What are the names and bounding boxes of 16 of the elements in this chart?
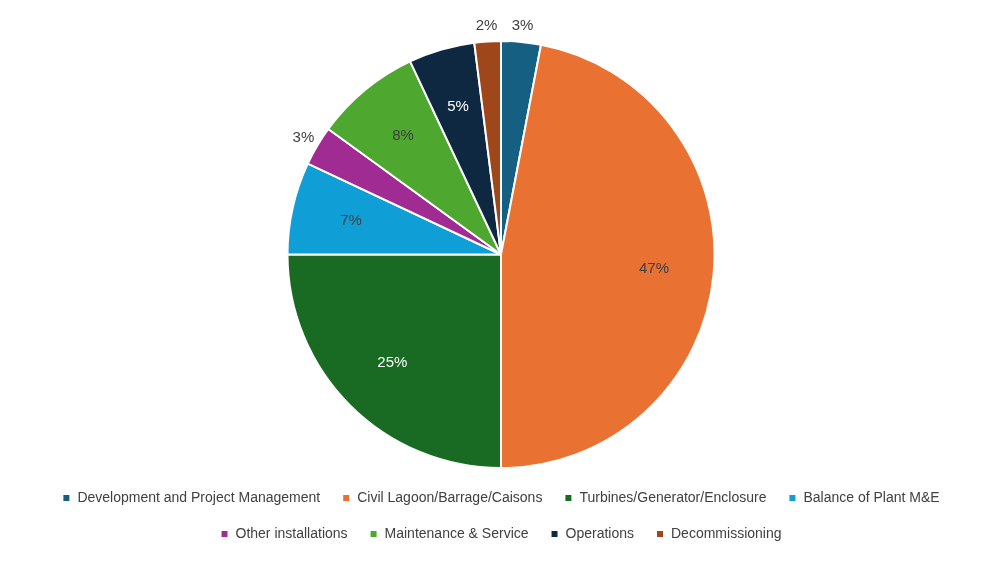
data-label: 3% [511, 16, 534, 34]
legend-label: Civil Lagoon/Barrage/Caisons [357, 488, 543, 505]
data-label: 3% [292, 127, 315, 145]
data-label: 8% [392, 126, 414, 144]
data-label: 47% [639, 259, 670, 277]
legend-label: Development and Project Management [77, 488, 321, 505]
legend-label: Operations [565, 524, 635, 541]
data-label: 7% [340, 211, 362, 229]
legend-label: Other installations [235, 524, 348, 541]
data-label: 5% [447, 97, 469, 115]
legend-label: Maintenance & Service [384, 524, 529, 541]
data-label: 25% [377, 353, 408, 371]
data-label: 2% [475, 15, 498, 33]
legend-label: Balance of Plant M&E [803, 488, 940, 505]
legend-label: Decommissioning [671, 524, 782, 541]
legend-label: Turbines/Generator/Enclosure [579, 488, 767, 505]
